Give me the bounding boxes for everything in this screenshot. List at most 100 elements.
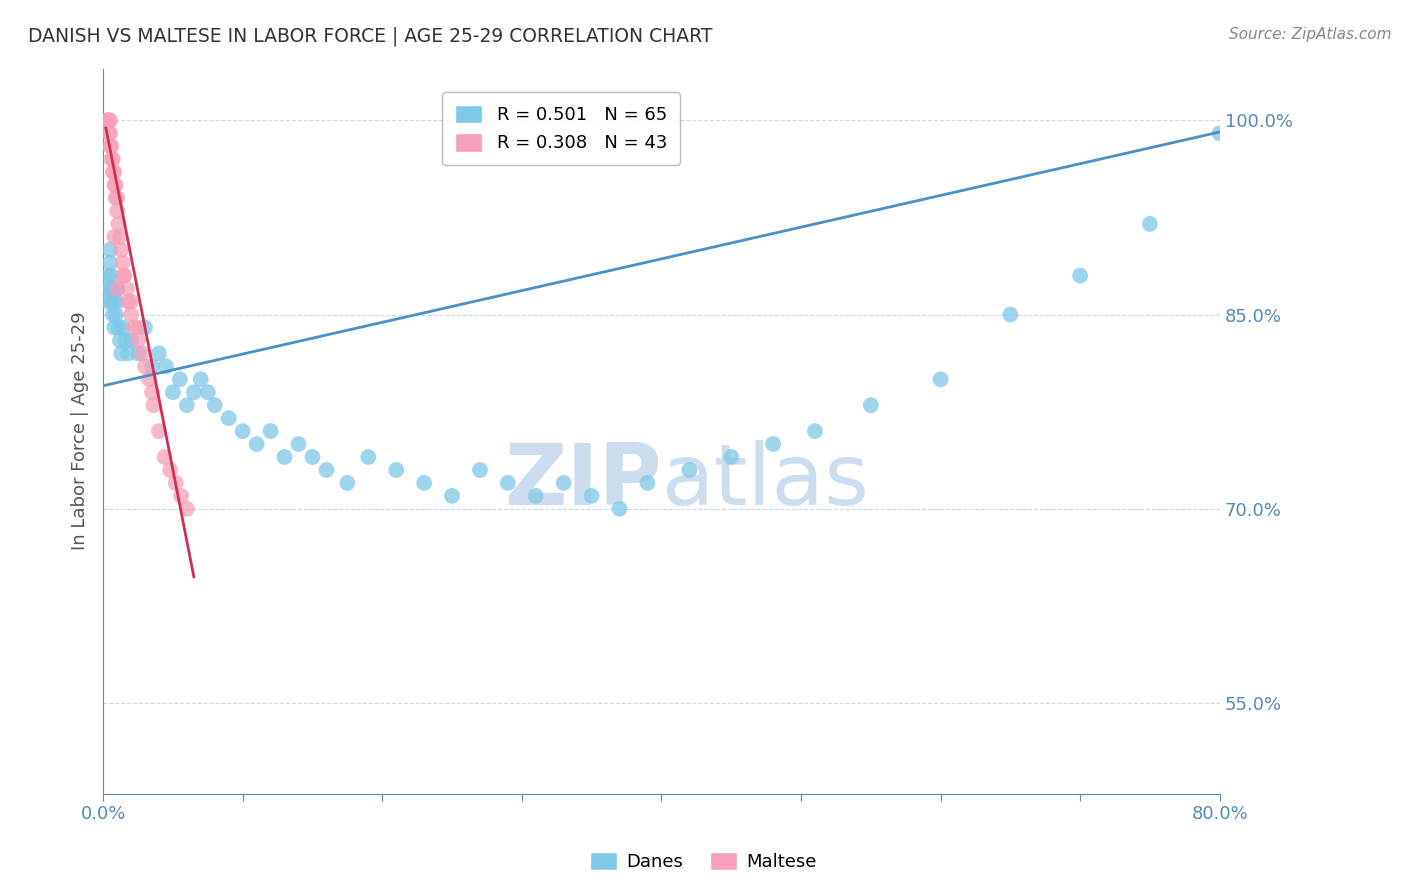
Point: [165, 475, 187, 490]
Point: [120, 294, 142, 309]
Point: [581, 489, 603, 503]
Point: [1236, 113, 1258, 128]
Point: [127, 334, 149, 348]
Point: [678, 463, 700, 477]
Point: [524, 489, 547, 503]
Point: [101, 165, 124, 179]
Point: [110, 243, 132, 257]
Point: [115, 282, 138, 296]
Point: [246, 437, 269, 451]
Point: [114, 334, 136, 348]
Point: [762, 437, 785, 451]
Point: [98, 282, 121, 296]
Point: [100, 139, 122, 153]
Point: [204, 398, 226, 412]
Point: [110, 346, 132, 360]
Point: [105, 294, 128, 309]
Point: [273, 450, 295, 464]
Point: [100, 152, 122, 166]
Point: [101, 308, 124, 322]
Point: [105, 204, 128, 219]
Point: [176, 398, 198, 412]
Point: [97, 268, 120, 283]
Point: [153, 450, 176, 464]
Point: [127, 320, 149, 334]
Text: DANISH VS MALTESE IN LABOR FORCE | AGE 25-29 CORRELATION CHART: DANISH VS MALTESE IN LABOR FORCE | AGE 2…: [28, 27, 713, 46]
Point: [170, 489, 193, 503]
Point: [190, 372, 212, 386]
Point: [441, 489, 464, 503]
Point: [100, 294, 122, 309]
Point: [720, 450, 742, 464]
Point: [103, 230, 125, 244]
Point: [105, 282, 128, 296]
Point: [96, 282, 118, 296]
Point: [142, 398, 165, 412]
Point: [117, 346, 139, 360]
Point: [96, 113, 118, 128]
Point: [232, 424, 254, 438]
Point: [357, 450, 380, 464]
Point: [107, 320, 129, 334]
Point: [101, 152, 124, 166]
Legend: Danes, Maltese: Danes, Maltese: [582, 845, 824, 879]
Point: [103, 178, 125, 192]
Point: [96, 113, 118, 128]
Point: [859, 398, 882, 412]
Point: [336, 475, 359, 490]
Point: [131, 346, 153, 360]
Text: Source: ZipAtlas.com: Source: ZipAtlas.com: [1229, 27, 1392, 42]
Point: [929, 372, 952, 386]
Point: [117, 294, 139, 309]
Point: [301, 450, 323, 464]
Point: [496, 475, 519, 490]
Point: [101, 282, 124, 296]
Point: [103, 165, 125, 179]
Point: [103, 320, 125, 334]
Point: [609, 501, 631, 516]
Text: atlas: atlas: [661, 441, 869, 524]
Point: [104, 308, 127, 322]
Point: [1209, 126, 1232, 140]
Point: [127, 346, 149, 360]
Point: [138, 372, 160, 386]
Point: [385, 463, 408, 477]
Point: [176, 501, 198, 516]
Point: [148, 346, 170, 360]
Point: [287, 437, 309, 451]
Point: [122, 320, 145, 334]
Point: [218, 411, 240, 425]
Point: [141, 385, 163, 400]
Point: [315, 463, 337, 477]
Point: [112, 268, 135, 283]
Legend: R = 0.501   N = 65, R = 0.308   N = 43: R = 0.501 N = 65, R = 0.308 N = 43: [443, 92, 679, 165]
Point: [141, 359, 163, 374]
Point: [111, 256, 134, 270]
Point: [105, 191, 128, 205]
Point: [134, 359, 156, 374]
Point: [162, 385, 184, 400]
Point: [413, 475, 436, 490]
Point: [98, 256, 121, 270]
Point: [97, 126, 120, 140]
Point: [148, 424, 170, 438]
Point: [104, 191, 127, 205]
Point: [107, 217, 129, 231]
Point: [97, 113, 120, 128]
Point: [553, 475, 575, 490]
Y-axis label: In Labor Force | Age 25-29: In Labor Force | Age 25-29: [72, 312, 89, 550]
Point: [112, 268, 135, 283]
Point: [108, 334, 131, 348]
Point: [183, 385, 205, 400]
Point: [100, 268, 122, 283]
Point: [111, 320, 134, 334]
Point: [1000, 308, 1022, 322]
Point: [169, 372, 191, 386]
Point: [98, 113, 121, 128]
Point: [120, 308, 142, 322]
Point: [1069, 268, 1091, 283]
Point: [120, 334, 142, 348]
Point: [155, 359, 177, 374]
Point: [637, 475, 659, 490]
Point: [259, 424, 281, 438]
